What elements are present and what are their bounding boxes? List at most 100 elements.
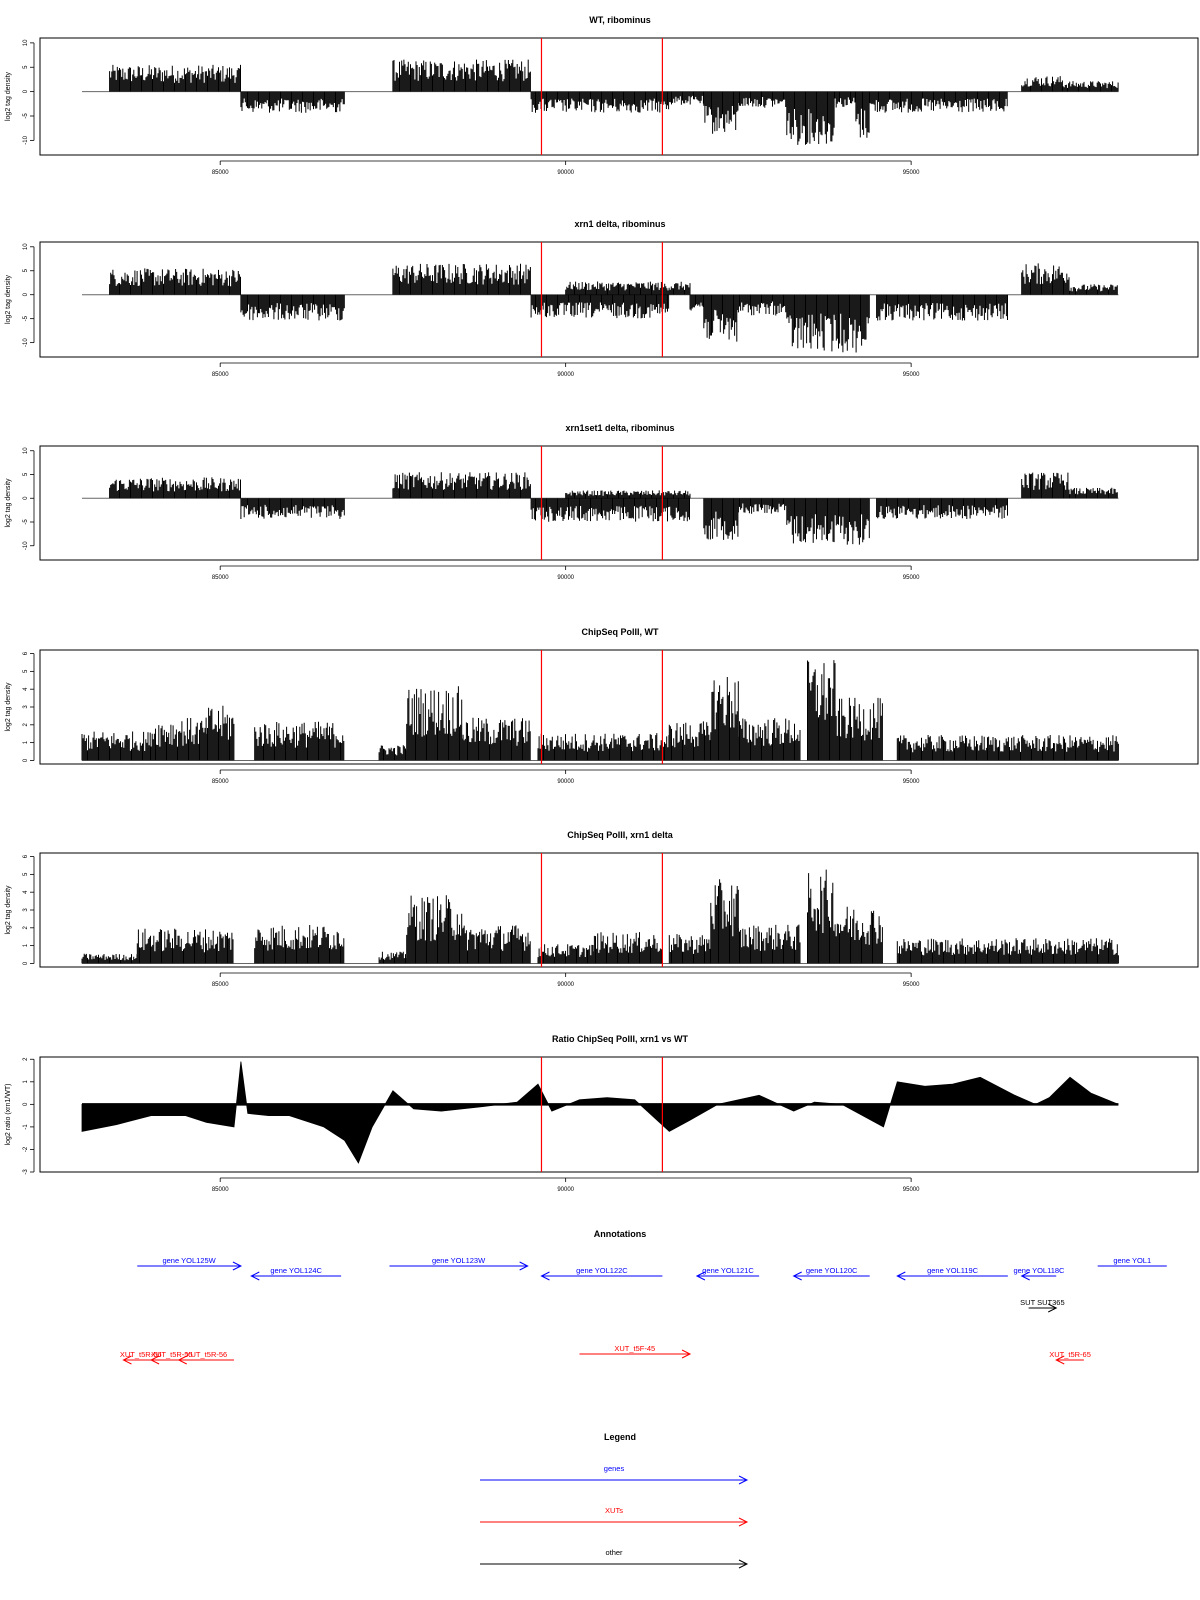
x-tick-label: 95000 bbox=[903, 575, 920, 581]
x-tick-label: 95000 bbox=[903, 1187, 920, 1193]
gene-feature: gene YOL120C bbox=[792, 1266, 870, 1281]
arrow-head bbox=[519, 1261, 529, 1271]
y-tick-label: 0 bbox=[23, 89, 29, 93]
y-tick-label: 10 bbox=[23, 39, 29, 46]
feature-label: gene YOL1 bbox=[1113, 1256, 1151, 1265]
xut-feature: XUT_t5R-56 bbox=[177, 1350, 235, 1365]
arrow-head bbox=[738, 1517, 749, 1527]
y-tick-label: -5 bbox=[23, 315, 29, 321]
y-tick-label: -5 bbox=[23, 113, 29, 119]
y-tick-label: 5 bbox=[23, 669, 29, 673]
annotations-title: Annotations bbox=[594, 1229, 647, 1239]
feature-label: gene YOL119C bbox=[927, 1266, 979, 1275]
x-tick-label: 85000 bbox=[212, 575, 229, 581]
y-tick-label: -10 bbox=[23, 135, 29, 144]
x-tick-label: 90000 bbox=[557, 372, 574, 378]
x-axis: 85000 90000 95000 bbox=[212, 160, 920, 176]
feature-label: XUT_t5R-65 bbox=[1049, 1350, 1091, 1359]
feature-label: gene YOL124C bbox=[270, 1266, 322, 1275]
arrow-head bbox=[540, 1271, 550, 1281]
y-axis: -3 -2 -1 0 1 2 bbox=[23, 1057, 35, 1175]
gene-feature: gene YOL118C bbox=[1013, 1266, 1065, 1281]
x-tick-label: 90000 bbox=[557, 779, 574, 785]
signal-bars bbox=[81, 869, 1119, 964]
y-tick-label: 0 bbox=[23, 1102, 29, 1106]
y-tick-label: 6 bbox=[23, 651, 29, 655]
x-tick-label: 90000 bbox=[557, 1187, 574, 1193]
y-tick-label: 10 bbox=[23, 243, 29, 250]
y-tick-label: 6 bbox=[23, 854, 29, 858]
y-tick-label: 0 bbox=[23, 292, 29, 296]
signal-bars bbox=[82, 59, 1119, 145]
y-axis: -10 -5 0 5 10 bbox=[23, 39, 35, 145]
y-tick-label: -2 bbox=[23, 1146, 29, 1152]
arrow-head bbox=[250, 1271, 260, 1281]
feature-label: XUT_t5F-45 bbox=[614, 1344, 655, 1353]
legend-item: other bbox=[480, 1548, 749, 1569]
y-tick-label: 0 bbox=[23, 496, 29, 500]
xut-feature: XUT_t5R-65 bbox=[1049, 1350, 1091, 1365]
arrow-head bbox=[1020, 1271, 1030, 1281]
plot-frame bbox=[39, 649, 1199, 765]
legend-item: genes bbox=[480, 1464, 749, 1485]
x-tick-label: 85000 bbox=[212, 779, 229, 785]
x-axis: 85000 90000 95000 bbox=[212, 769, 920, 785]
y-tick-label: 0 bbox=[23, 961, 29, 965]
track-panel-5: ChipSeq PolII, xrn1 delta log2 tag densit… bbox=[5, 830, 1199, 988]
y-axis-label: log2 tag density bbox=[5, 478, 12, 528]
gene-feature: gene YOL1 bbox=[1097, 1256, 1167, 1267]
x-axis: 85000 90000 95000 bbox=[212, 362, 920, 378]
signal-bar-series bbox=[109, 59, 1119, 145]
y-tick-label: 5 bbox=[23, 268, 29, 272]
ratio-area bbox=[81, 1061, 1119, 1164]
y-tick-label: 3 bbox=[23, 908, 29, 912]
x-tick-label: 90000 bbox=[557, 170, 574, 176]
x-tick-label: 85000 bbox=[212, 1187, 229, 1193]
x-tick-label: 85000 bbox=[212, 372, 229, 378]
arrow-head bbox=[1048, 1303, 1058, 1313]
feature-label: gene YOL122C bbox=[576, 1266, 628, 1275]
arrow-head bbox=[738, 1475, 749, 1485]
ratio-area-fill bbox=[81, 1061, 1119, 1164]
y-tick-label: 1 bbox=[23, 943, 29, 947]
y-axis: 0 1 2 3 4 5 6 bbox=[23, 854, 35, 965]
legend-label: XUTs bbox=[605, 1506, 623, 1515]
y-axis-label: log2 tag density bbox=[5, 682, 12, 732]
track-panel-6: Ratio ChipSeq PolII, xrn1 vs WT log2 rati… bbox=[5, 1034, 1199, 1193]
y-axis: -10 -5 0 5 10 bbox=[23, 243, 35, 347]
track-panel-3: xrn1set1 delta, ribominus log2 tag densit… bbox=[5, 423, 1199, 581]
x-tick-label: 95000 bbox=[903, 372, 920, 378]
y-tick-label: 4 bbox=[23, 687, 29, 691]
feature-label: gene YOL123W bbox=[432, 1256, 486, 1265]
y-tick-label: 2 bbox=[23, 925, 29, 929]
xut-feature: XUT_t5F-45 bbox=[579, 1344, 692, 1359]
plot-frame bbox=[39, 1056, 1199, 1173]
gene-feature: gene YOL121C bbox=[695, 1266, 760, 1281]
x-tick-label: 95000 bbox=[903, 982, 920, 988]
arrow-head bbox=[232, 1261, 243, 1271]
annotation-features: gene YOL125W gene YOL124C gene YOL123W gene… bbox=[120, 1256, 1167, 1365]
y-tick-label: 2 bbox=[23, 722, 29, 726]
feature-label: gene YOL121C bbox=[702, 1266, 754, 1275]
y-tick-label: -10 bbox=[23, 338, 29, 347]
track-panel-2: xrn1 delta, ribominus log2 tag density -10… bbox=[5, 219, 1199, 378]
gene-feature: gene YOL123W bbox=[389, 1256, 529, 1271]
y-tick-label: 10 bbox=[23, 447, 29, 454]
x-tick-label: 95000 bbox=[903, 779, 920, 785]
y-tick-label: 4 bbox=[23, 890, 29, 894]
feature-label: gene YOL118C bbox=[1013, 1266, 1065, 1275]
y-tick-label: 1 bbox=[23, 1079, 29, 1083]
y-axis: 0 1 2 3 4 5 6 bbox=[23, 651, 35, 762]
signal-bar-series bbox=[81, 869, 1119, 964]
x-tick-label: 85000 bbox=[212, 170, 229, 176]
y-axis-label: log2 tag density bbox=[5, 71, 12, 121]
y-tick-label: 3 bbox=[23, 705, 29, 709]
legend-label: genes bbox=[604, 1464, 625, 1473]
plot-frame bbox=[39, 241, 1199, 358]
y-tick-label: 2 bbox=[23, 1057, 29, 1061]
arrow-head bbox=[149, 1355, 160, 1365]
feature-label: SUT SUT365 bbox=[1020, 1298, 1064, 1307]
signal-bars bbox=[82, 472, 1119, 545]
panel-title: ChipSeq PolII, WT bbox=[582, 627, 659, 637]
